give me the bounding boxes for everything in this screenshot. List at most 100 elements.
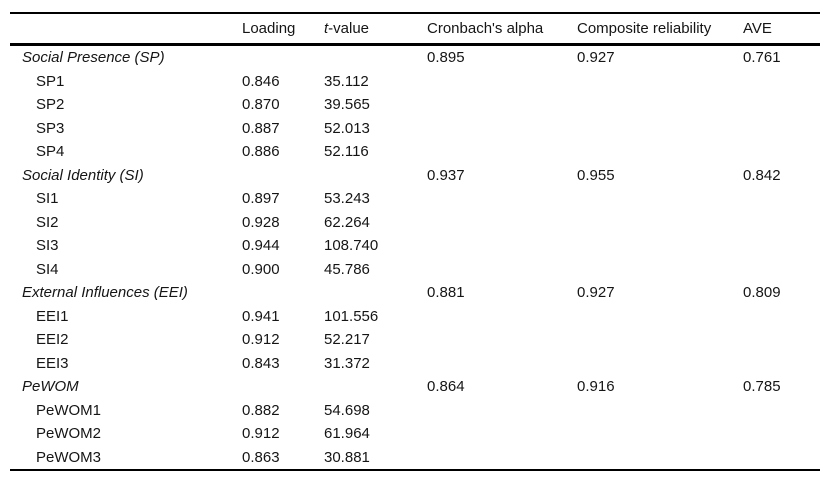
cell-composite — [577, 234, 743, 258]
cell-loading: 0.941 — [242, 307, 280, 325]
cell-composite: 0.955 — [577, 166, 615, 184]
cell-loading: 0.928 — [242, 213, 280, 231]
cell-composite — [577, 399, 743, 423]
indicator-label: PeWOM2 — [36, 425, 102, 442]
indicator-label: SI1 — [36, 190, 59, 207]
cell-loading: 0.912 — [242, 331, 280, 348]
cell-t-value: 101.556 — [324, 307, 379, 325]
cell-ave: 0.785 — [743, 378, 781, 395]
cell-ave — [743, 117, 820, 141]
indicator-label: SP2 — [36, 96, 65, 113]
cell-loading — [242, 281, 324, 305]
t-rest: -value — [328, 20, 370, 37]
cell-ave — [743, 140, 820, 164]
table-row-item: SI4 0.900 45.786 — [10, 258, 820, 282]
table-row-item: EEI3 0.843 31.372 — [10, 352, 820, 376]
cell-t-value — [324, 281, 427, 305]
cell-cronbach — [427, 399, 577, 423]
cell-loading: 0.843 — [242, 354, 280, 372]
cell-cronbach — [427, 93, 577, 117]
cell-t-value: 31.372 — [324, 354, 370, 372]
cell-composite — [577, 187, 743, 211]
cell-ave — [743, 211, 820, 235]
indicator-label: EEI3 — [36, 354, 69, 372]
cell-t-value — [324, 45, 427, 70]
cell-ave — [743, 352, 820, 376]
cell-t-value: 61.964 — [324, 425, 370, 442]
cell-ave — [743, 258, 820, 282]
col-header-empty — [10, 13, 242, 46]
table-row-group: External Influences (EEI) 0.881 0.927 0.… — [10, 281, 820, 305]
cell-ave — [743, 70, 820, 94]
cell-loading: 0.846 — [242, 72, 280, 90]
cell-composite: 0.927 — [577, 49, 615, 66]
cell-loading: 0.886 — [242, 143, 280, 160]
cell-loading: 0.870 — [242, 96, 280, 113]
cell-loading: 0.900 — [242, 260, 280, 278]
cell-composite — [577, 305, 743, 329]
cell-ave: 0.761 — [743, 49, 781, 66]
indicator-label: PeWOM3 — [36, 448, 102, 466]
table-row-item: SP4 0.886 52.116 — [10, 140, 820, 164]
cell-composite: 0.916 — [577, 378, 615, 395]
cell-cronbach — [427, 70, 577, 94]
table-row-item: SP1 0.846 35.112 — [10, 70, 820, 94]
cell-composite — [577, 211, 743, 235]
cell-composite — [577, 328, 743, 352]
cell-t-value: 52.116 — [324, 143, 369, 160]
col-header-loading: Loading — [242, 13, 324, 46]
col-header-ave: AVE — [743, 13, 820, 46]
cell-loading: 0.882 — [242, 401, 280, 419]
cell-t-value — [324, 375, 427, 399]
indicator-label: SI4 — [36, 260, 59, 278]
construct-label: External Influences (EEI) — [22, 284, 188, 301]
table-row-group: Social Presence (SP) 0.895 0.927 0.761 — [10, 45, 820, 70]
cell-cronbach — [427, 328, 577, 352]
cell-ave: 0.842 — [743, 166, 781, 184]
cell-loading: 0.944 — [242, 237, 280, 254]
cell-cronbach — [427, 446, 577, 471]
cell-cronbach: 0.881 — [427, 284, 465, 301]
cell-loading — [242, 375, 324, 399]
cell-cronbach — [427, 234, 577, 258]
cell-loading: 0.887 — [242, 119, 280, 137]
header-row: Loading t-value Cronbach's alpha Composi… — [10, 13, 820, 46]
cell-ave: 0.809 — [743, 284, 781, 301]
table-row-item: PeWOM2 0.912 61.964 — [10, 422, 820, 446]
table-row-item: SI3 0.944 108.740 — [10, 234, 820, 258]
construct-label: Social Identity (SI) — [22, 166, 144, 184]
cell-composite — [577, 352, 743, 376]
cell-loading: 0.912 — [242, 425, 280, 442]
cell-cronbach — [427, 187, 577, 211]
table-row-item: PeWOM3 0.863 30.881 — [10, 446, 820, 471]
cell-cronbach — [427, 117, 577, 141]
cell-ave — [743, 422, 820, 446]
cell-composite: 0.927 — [577, 284, 615, 301]
table-row-item: SI1 0.897 53.243 — [10, 187, 820, 211]
col-header-t-value: t-value — [324, 13, 427, 46]
cell-ave — [743, 399, 820, 423]
table-row-item: EEI1 0.941 101.556 — [10, 305, 820, 329]
cell-cronbach — [427, 211, 577, 235]
cell-cronbach: 0.864 — [427, 378, 465, 395]
indicator-label: SP4 — [36, 143, 65, 160]
cell-cronbach — [427, 140, 577, 164]
cell-t-value: 45.786 — [324, 260, 370, 278]
cell-cronbach — [427, 305, 577, 329]
table-row-item: SP2 0.870 39.565 — [10, 93, 820, 117]
table-row-group: PeWOM 0.864 0.916 0.785 — [10, 375, 820, 399]
cell-t-value: 108.740 — [324, 237, 379, 254]
indicator-label: PeWOM1 — [36, 401, 102, 419]
cell-cronbach — [427, 258, 577, 282]
cell-t-value: 39.565 — [324, 96, 370, 113]
col-header-composite: Composite reliability — [577, 13, 743, 46]
cell-cronbach — [427, 422, 577, 446]
cell-ave — [743, 446, 820, 471]
indicator-label: SP1 — [36, 72, 65, 90]
cell-t-value: 52.013 — [324, 119, 370, 137]
cell-ave — [743, 187, 820, 211]
cell-composite — [577, 140, 743, 164]
cell-loading — [242, 164, 324, 188]
cell-ave — [743, 93, 820, 117]
table-row-item: PeWOM1 0.882 54.698 — [10, 399, 820, 423]
